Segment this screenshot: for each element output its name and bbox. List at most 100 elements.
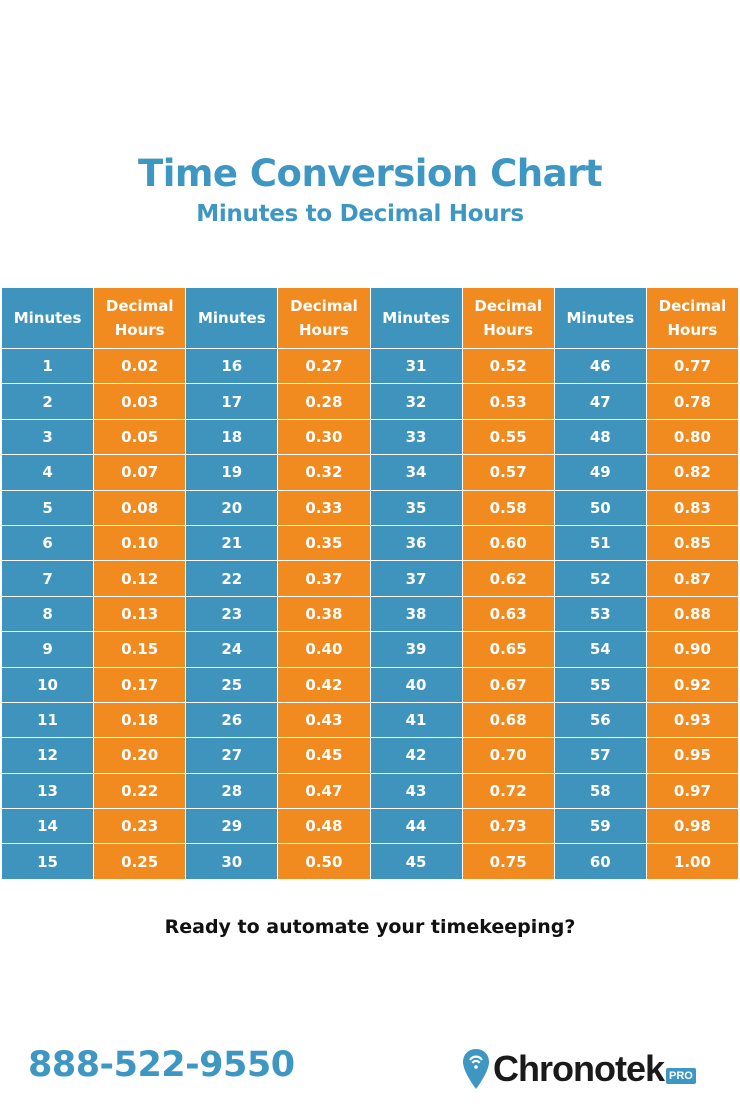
header-minutes: Minutes — [185, 287, 279, 349]
minutes-cell: 3 — [0, 418, 95, 456]
decimal-hours-cell: 0.90 — [645, 631, 740, 668]
decimal-hours-cell: 0.20 — [93, 737, 187, 774]
logo-wordmark: Chronotek — [493, 1048, 665, 1089]
minutes-cell: 2 — [0, 383, 95, 420]
decimal-hours-cell: 0.75 — [461, 843, 555, 880]
decimal-hours-cell: 0.67 — [461, 666, 555, 703]
minutes-cell: 25 — [185, 666, 279, 703]
minutes-cell: 52 — [553, 560, 647, 597]
decimal-hours-cell: 0.28 — [277, 383, 371, 420]
table-row: 10 0.17 25 0.42 40 0.67 55 0.92 — [0, 666, 740, 703]
decimal-hours-cell: 0.50 — [277, 843, 371, 880]
page-title: Time Conversion Chart — [137, 152, 603, 195]
minutes-cell: 36 — [369, 524, 463, 562]
header-decimal-line1: Decimal — [290, 297, 358, 315]
minutes-cell: 23 — [185, 595, 279, 633]
minutes-cell: 40 — [369, 666, 463, 703]
table-row: 8 0.13 23 0.38 38 0.63 53 0.88 — [0, 595, 740, 633]
header-decimal-line2: Hours — [483, 321, 534, 339]
minutes-cell: 53 — [553, 595, 647, 633]
minutes-cell: 46 — [553, 347, 647, 385]
chronotek-logo: Chronotek PRO — [461, 1047, 721, 1091]
minutes-cell: 20 — [185, 489, 279, 526]
minutes-cell: 6 — [0, 524, 95, 562]
phone-number[interactable]: 888-522-9550 — [28, 1045, 295, 1085]
decimal-hours-cell: 0.78 — [645, 383, 740, 420]
decimal-hours-cell: 0.58 — [461, 489, 555, 526]
header-decimal-line2: Hours — [299, 321, 349, 339]
minutes-cell: 24 — [185, 631, 279, 668]
decimal-hours-cell: 0.98 — [645, 808, 740, 845]
decimal-hours-cell: 0.57 — [461, 454, 555, 491]
table-row: 7 0.12 22 0.37 37 0.62 52 0.87 — [0, 560, 740, 597]
minutes-cell: 7 — [0, 560, 95, 597]
minutes-cell: 13 — [0, 772, 95, 810]
decimal-hours-cell: 0.07 — [93, 454, 187, 491]
decimal-hours-cell: 0.68 — [461, 701, 555, 739]
decimal-hours-cell: 0.52 — [461, 347, 555, 385]
decimal-hours-cell: 0.70 — [461, 737, 555, 774]
decimal-hours-cell: 0.18 — [93, 701, 187, 739]
table-row: 4 0.07 19 0.32 34 0.57 49 0.82 — [0, 454, 740, 491]
minutes-cell: 10 — [0, 666, 95, 703]
table-row: 15 0.25 30 0.50 45 0.75 60 1.00 — [0, 843, 740, 880]
decimal-hours-cell: 0.30 — [277, 418, 371, 456]
decimal-hours-cell: 0.62 — [461, 560, 555, 597]
minutes-cell: 19 — [185, 454, 279, 491]
decimal-hours-cell: 0.32 — [277, 454, 371, 491]
decimal-hours-cell: 0.53 — [461, 383, 555, 420]
minutes-cell: 35 — [369, 489, 463, 526]
decimal-hours-cell: 0.87 — [645, 560, 740, 597]
decimal-hours-cell: 0.35 — [277, 524, 371, 562]
table-row: 1 0.02 16 0.27 31 0.52 46 0.77 — [0, 347, 740, 385]
minutes-cell: 58 — [553, 772, 647, 810]
header-minutes: Minutes — [0, 287, 95, 349]
minutes-cell: 32 — [369, 383, 463, 420]
header-decimal-hours: Decimal Hours — [461, 287, 555, 349]
minutes-cell: 18 — [185, 418, 279, 456]
minutes-cell: 56 — [553, 701, 647, 739]
minutes-cell: 27 — [185, 737, 279, 774]
minutes-cell: 29 — [185, 808, 279, 845]
minutes-cell: 8 — [0, 595, 95, 633]
decimal-hours-cell: 0.88 — [645, 595, 740, 633]
minutes-cell: 39 — [369, 631, 463, 668]
header-decimal-hours: Decimal Hours — [277, 287, 371, 349]
decimal-hours-cell: 0.93 — [645, 701, 740, 739]
decimal-hours-cell: 0.43 — [277, 701, 371, 739]
table-row: 6 0.10 21 0.35 36 0.60 51 0.85 — [0, 524, 740, 562]
decimal-hours-cell: 0.08 — [93, 489, 187, 526]
minutes-cell: 60 — [553, 843, 647, 880]
table-row: 13 0.22 28 0.47 43 0.72 58 0.97 — [0, 772, 740, 810]
minutes-cell: 12 — [0, 737, 95, 774]
minutes-cell: 22 — [185, 560, 279, 597]
decimal-hours-cell: 0.15 — [93, 631, 187, 668]
minutes-cell: 11 — [0, 701, 95, 739]
decimal-hours-cell: 0.85 — [645, 524, 740, 562]
decimal-hours-cell: 0.05 — [93, 418, 187, 456]
minutes-cell: 21 — [185, 524, 279, 562]
minutes-cell: 30 — [185, 843, 279, 880]
decimal-hours-cell: 0.02 — [93, 347, 187, 385]
minutes-cell: 9 — [0, 631, 95, 668]
header-decimal-line1: Decimal — [474, 297, 542, 315]
location-pin-icon — [463, 1049, 489, 1089]
decimal-hours-cell: 0.72 — [461, 772, 555, 810]
decimal-hours-cell: 0.17 — [93, 666, 187, 703]
decimal-hours-cell: 0.10 — [93, 524, 187, 562]
table-row: 2 0.03 17 0.28 32 0.53 47 0.78 — [0, 383, 740, 420]
decimal-hours-cell: 0.55 — [461, 418, 555, 456]
decimal-hours-cell: 0.12 — [93, 560, 187, 597]
minutes-cell: 4 — [0, 454, 95, 491]
decimal-hours-cell: 0.95 — [645, 737, 740, 774]
header-minutes: Minutes — [369, 287, 463, 349]
minutes-cell: 26 — [185, 701, 279, 739]
minutes-cell: 45 — [369, 843, 463, 880]
decimal-hours-cell: 0.33 — [277, 489, 371, 526]
pro-badge: PRO — [666, 1068, 696, 1084]
minutes-cell: 41 — [369, 701, 463, 739]
decimal-hours-cell: 0.47 — [277, 772, 371, 810]
decimal-hours-cell: 0.45 — [277, 737, 371, 774]
header-decimal-line2: Hours — [114, 321, 165, 339]
table-row: 3 0.05 18 0.30 33 0.55 48 0.80 — [0, 418, 740, 456]
